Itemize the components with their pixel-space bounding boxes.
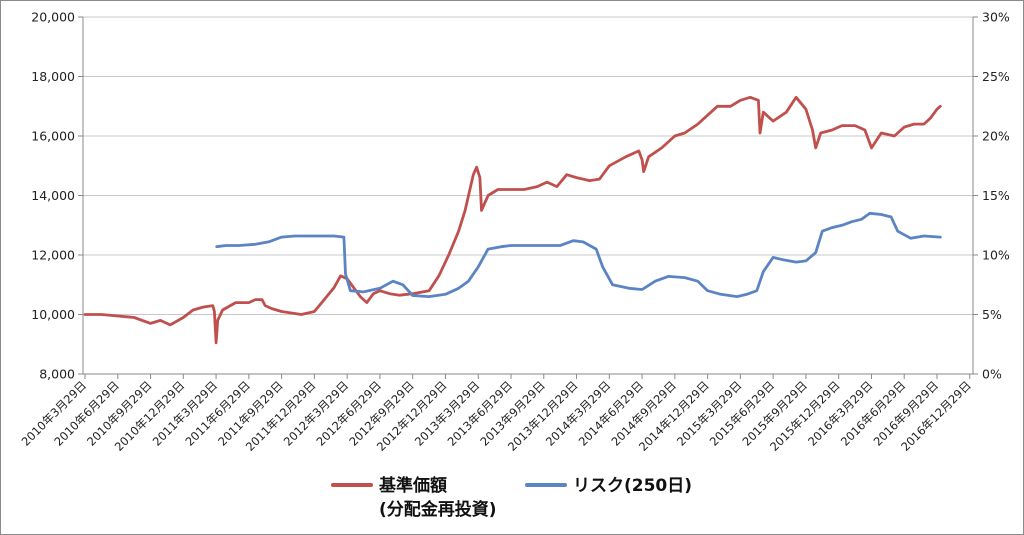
y-left-tick-label: 14,000 bbox=[31, 188, 75, 203]
series-line-nav bbox=[83, 95, 942, 345]
y-right-tick-label: 5% bbox=[982, 307, 1002, 322]
y-left-tick-label: 16,000 bbox=[31, 129, 75, 144]
y-right-tick-label: 0% bbox=[982, 367, 1002, 382]
y-right-tick-label: 25% bbox=[982, 69, 1010, 84]
y-right-tick-label: 30% bbox=[982, 10, 1010, 25]
y-left-tick-label: 8,000 bbox=[39, 367, 75, 382]
series-line-risk bbox=[215, 211, 942, 298]
gridlines bbox=[83, 16, 973, 375]
legend-label: リスク(250日) bbox=[573, 476, 692, 496]
y-left-tick-label: 20,000 bbox=[31, 10, 75, 25]
y-left-tick-label: 10,000 bbox=[31, 307, 75, 322]
legend: 基準価額 (分配金再投資) リスク(250日) bbox=[331, 475, 692, 520]
x-axis-ticks: 2010年3月29日2010年6月29日2010年9月29日2010年12月29… bbox=[19, 374, 974, 454]
y-right-tick-label: 10% bbox=[982, 248, 1010, 263]
y-left-tick-label: 18,000 bbox=[31, 69, 75, 84]
y-axis-left-ticks: 8,000 10,000 12,000 14,000 16,000 18,000 20,00… bbox=[31, 10, 83, 382]
legend-label: (分配金再投資) bbox=[379, 499, 497, 520]
y-left-tick-label: 12,000 bbox=[31, 248, 75, 263]
y-right-tick-label: 20% bbox=[982, 129, 1010, 144]
series-group bbox=[83, 95, 942, 345]
y-axis-right-ticks: 0% 5% 10% 15% 20% 25% 30% bbox=[973, 10, 1010, 382]
y-right-tick-label: 15% bbox=[982, 188, 1010, 203]
legend-label: 基準価額 bbox=[378, 475, 447, 496]
